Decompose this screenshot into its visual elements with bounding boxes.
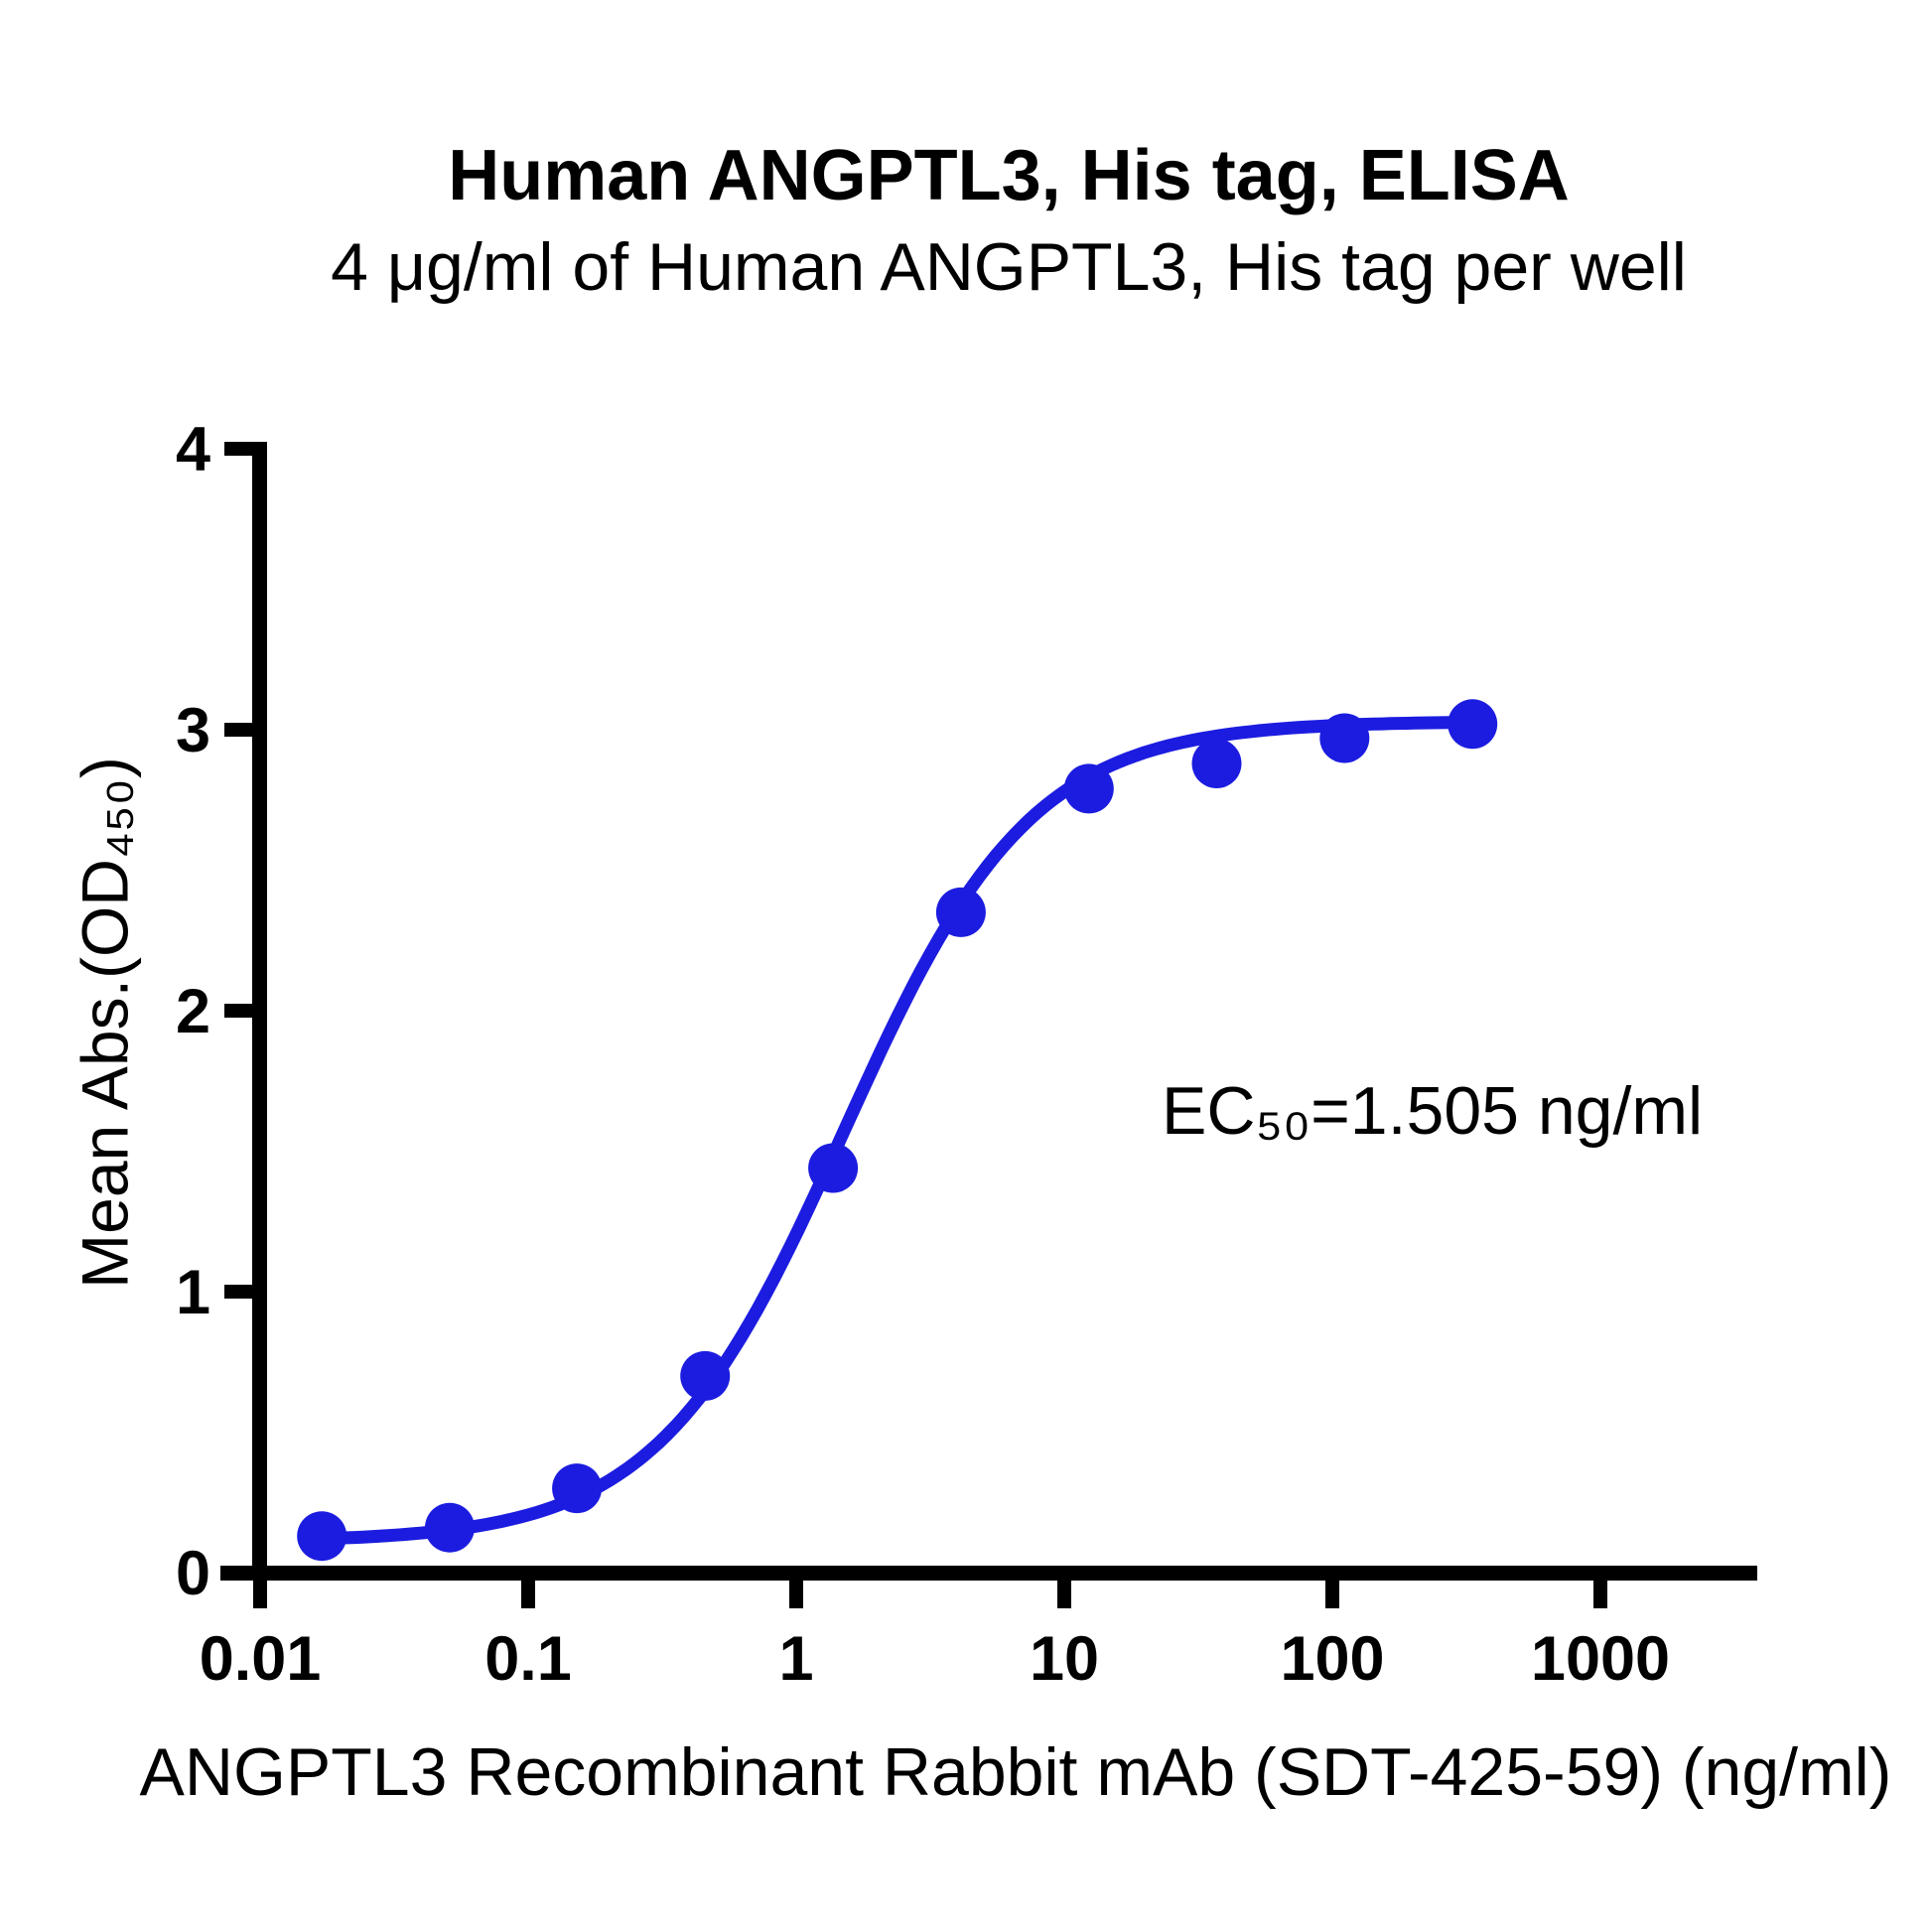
x-tick	[1325, 1581, 1339, 1608]
y-tick	[224, 1285, 252, 1299]
x-tick-label: 0.1	[484, 1624, 572, 1694]
y-tick	[224, 723, 252, 737]
y-tick-label: 4	[176, 415, 210, 484]
data-point	[297, 1511, 347, 1562]
x-tick	[253, 1581, 267, 1608]
data-point	[1448, 699, 1498, 750]
x-tick	[789, 1581, 803, 1608]
data-point	[425, 1502, 475, 1553]
fit-curve	[315, 716, 1479, 1546]
data-point	[1319, 713, 1370, 763]
ec50-annotation: EC₅₀=1.505 ng/ml	[1162, 1073, 1704, 1149]
y-tick-label: 3	[176, 696, 210, 765]
x-tick-label: 10	[1030, 1624, 1099, 1694]
data-point	[552, 1463, 603, 1514]
chart-subtitle: 4 μg/ml of Human ANGPTL3, His tag per we…	[331, 229, 1687, 305]
x-tick-label: 1000	[1531, 1624, 1670, 1694]
y-tick-label: 2	[176, 977, 210, 1046]
x-tick-label: 100	[1280, 1624, 1384, 1694]
chart-title: Human ANGPTL3, His tag, ELISA	[448, 136, 1570, 215]
x-tick	[1593, 1581, 1607, 1608]
x-tick-label: 1	[778, 1624, 813, 1694]
data-point	[1191, 739, 1242, 788]
data-point	[1063, 763, 1114, 814]
data-point	[808, 1143, 859, 1193]
x-tick	[521, 1581, 535, 1608]
y-axis-line	[252, 442, 267, 1581]
data-point	[935, 887, 986, 937]
x-tick	[1057, 1581, 1071, 1608]
y-tick-label: 1	[176, 1258, 210, 1327]
y-tick-label: 0	[176, 1539, 210, 1608]
x-axis-line	[220, 1566, 1757, 1581]
x-tick-label: 0.01	[200, 1624, 322, 1694]
data-point	[680, 1350, 731, 1401]
y-tick	[224, 1566, 252, 1580]
x-axis-label: ANGPTL3 Recombinant Rabbit mAb (SDT-425-…	[139, 1734, 1892, 1810]
y-tick	[224, 1004, 252, 1018]
y-tick	[224, 442, 252, 456]
